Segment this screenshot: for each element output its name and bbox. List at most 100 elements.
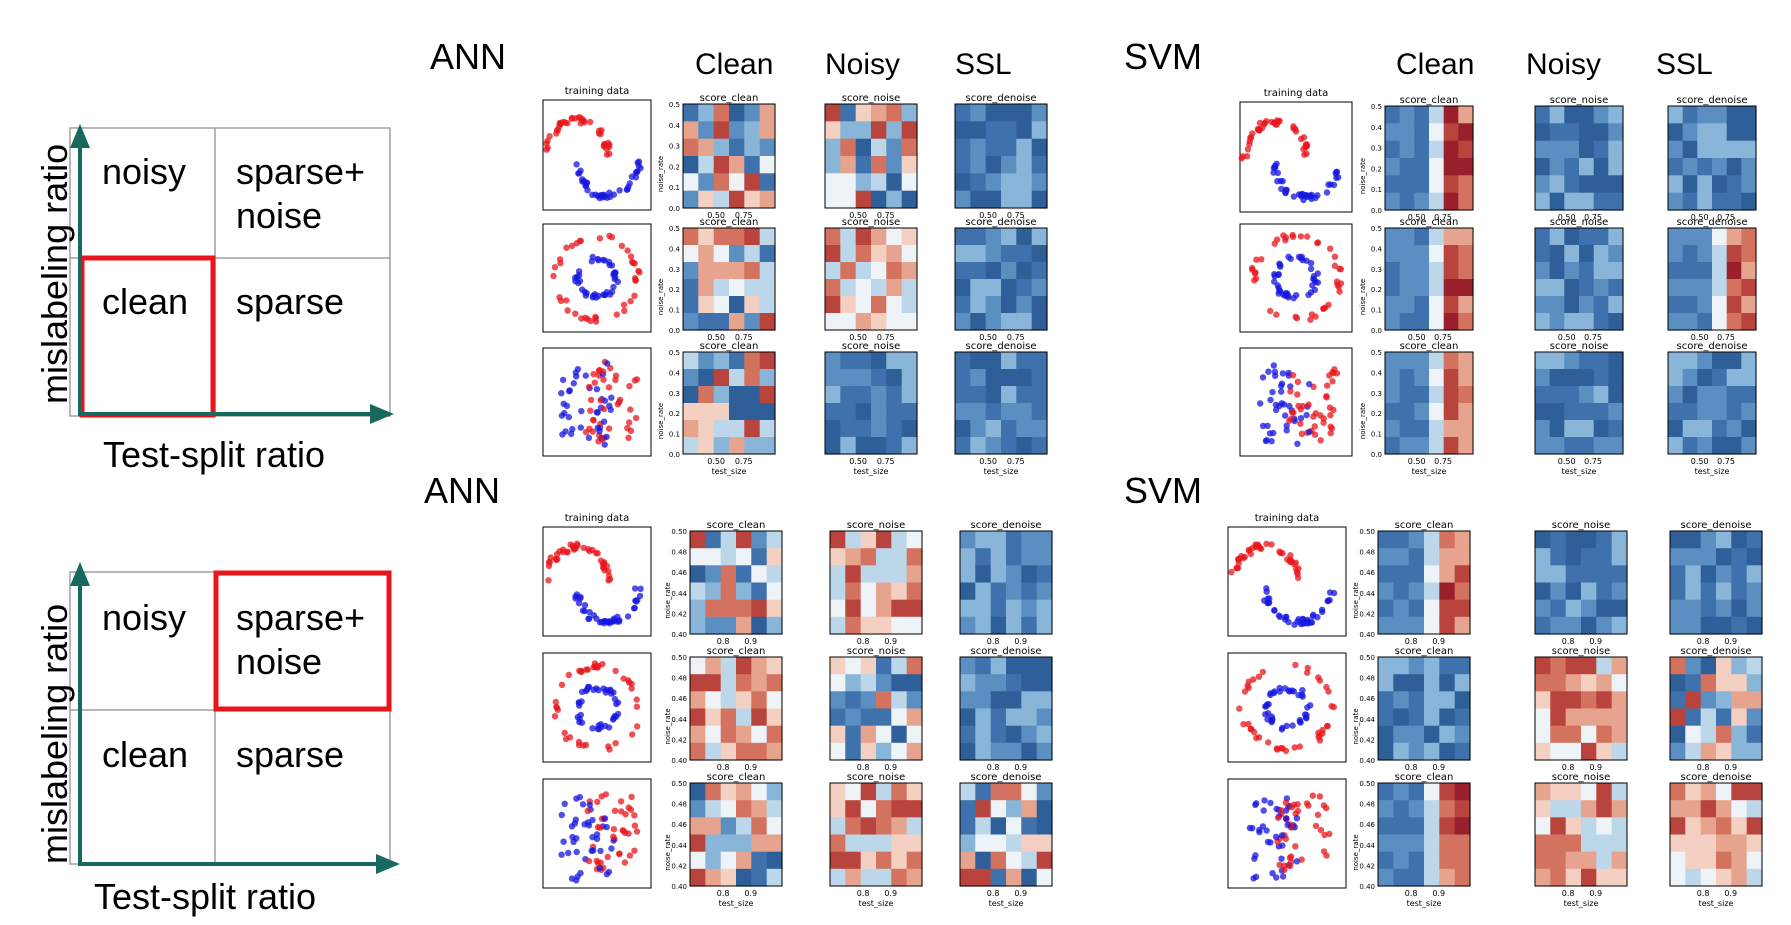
contour-cell	[1565, 599, 1582, 618]
scatter-point	[1269, 870, 1276, 877]
scatter-point	[1275, 612, 1283, 619]
scatter-point	[1304, 620, 1312, 627]
contour-cell	[1682, 106, 1698, 124]
scatter-point	[627, 253, 635, 260]
contour-cell	[1443, 262, 1459, 280]
x-tick-label: 0.9	[1724, 889, 1737, 898]
contour-cell	[1608, 192, 1624, 211]
scatter-point	[574, 713, 581, 721]
contour-cell	[713, 437, 730, 455]
scatter-point	[1325, 597, 1332, 604]
contour-cell	[855, 313, 872, 331]
contour-cell	[1682, 192, 1698, 211]
contour-cell	[1016, 156, 1033, 174]
scatter-point	[1330, 181, 1338, 189]
contour-cell	[1596, 582, 1613, 601]
contour-cell	[744, 245, 761, 263]
contour-cell	[975, 616, 992, 635]
contour-cell	[1385, 245, 1401, 263]
contour-cell	[1429, 192, 1445, 211]
contour-cell	[1596, 531, 1613, 549]
contour-cell	[751, 783, 768, 801]
contour-cell	[1581, 725, 1597, 744]
contour-cell	[970, 369, 987, 387]
y-tick-label: 0.1	[1371, 307, 1382, 315]
contour-cell	[1700, 616, 1717, 635]
scatter-point	[1236, 705, 1243, 712]
scatter-point	[632, 414, 640, 422]
contour-cell	[1443, 175, 1459, 194]
scatter-point	[610, 283, 617, 291]
contour-cell	[690, 800, 706, 818]
scatter-point	[1292, 661, 1299, 669]
contour-cell	[1021, 616, 1038, 635]
scatter-point	[1294, 378, 1302, 385]
contour-cell	[1031, 245, 1048, 263]
y-tick-label: 0.0	[1371, 451, 1382, 459]
contour-cell	[1535, 674, 1551, 692]
scatter-point	[1318, 606, 1326, 613]
contour-cell	[871, 262, 887, 280]
contour-cell	[1611, 800, 1628, 818]
contour-cell	[1731, 582, 1748, 601]
x-axis-label: test_size	[1562, 467, 1597, 476]
scatter-point	[1305, 802, 1312, 809]
scatter-point	[1329, 378, 1336, 385]
scatter-point	[1323, 393, 1330, 400]
contour-cell	[1712, 403, 1728, 421]
scatter-point	[1266, 595, 1273, 602]
contour-cell	[1700, 868, 1717, 887]
scatter-point	[584, 807, 591, 815]
contour-cell	[1535, 834, 1551, 853]
contour-cell	[1454, 851, 1471, 870]
contour-cell	[729, 228, 745, 246]
contour-cell	[705, 599, 722, 618]
plot-frame	[1534, 105, 1624, 211]
scatter-point	[1286, 862, 1294, 870]
x-tick-label: 0.8	[1405, 763, 1418, 772]
scatter-point	[1295, 253, 1303, 260]
scatter-point	[546, 133, 553, 140]
contour-cell	[955, 190, 971, 209]
contour-cell	[960, 708, 976, 727]
plot-frame	[689, 782, 783, 887]
contour-cell	[1611, 674, 1628, 692]
contour-cell	[1685, 742, 1702, 761]
y-tick-label: 0.42	[1359, 736, 1375, 744]
scatter-point	[1303, 711, 1310, 719]
contour-cell	[1399, 262, 1415, 280]
contour-cell	[1726, 106, 1742, 124]
scatter-point	[603, 871, 610, 878]
y-axis-label: noise_rate	[1359, 279, 1367, 315]
contour-cell	[751, 582, 768, 601]
score-contour-plot	[824, 351, 918, 455]
contour-cell	[1581, 691, 1597, 710]
contour-cell	[1746, 868, 1763, 887]
contour-cell	[871, 296, 887, 314]
contour-cell	[975, 708, 992, 727]
plot-frame	[824, 103, 918, 209]
contour-cell	[690, 868, 706, 887]
contour-cell	[1535, 228, 1551, 246]
contour-cell	[840, 245, 857, 263]
training-data-plot	[1227, 652, 1347, 763]
contour-cell	[751, 674, 768, 692]
scatter-point	[621, 859, 629, 866]
contour-cell	[729, 386, 745, 404]
contour-cell	[1596, 868, 1613, 887]
contour-cell	[825, 138, 841, 157]
contour-cell	[1593, 420, 1609, 438]
contour-cell	[1670, 548, 1686, 566]
scatter-point	[1311, 431, 1319, 438]
contour-cell	[1378, 691, 1394, 710]
scatter-point	[1247, 134, 1255, 141]
contour-cell	[766, 691, 783, 710]
contour-cell	[1565, 725, 1582, 744]
contour-cell	[705, 868, 722, 887]
contour-cell	[766, 599, 783, 618]
contour-cell	[1726, 140, 1742, 159]
contour-cell	[1564, 175, 1580, 194]
contour-cell	[901, 279, 918, 297]
contour-cell	[1670, 851, 1686, 870]
contour-cell	[876, 742, 892, 761]
